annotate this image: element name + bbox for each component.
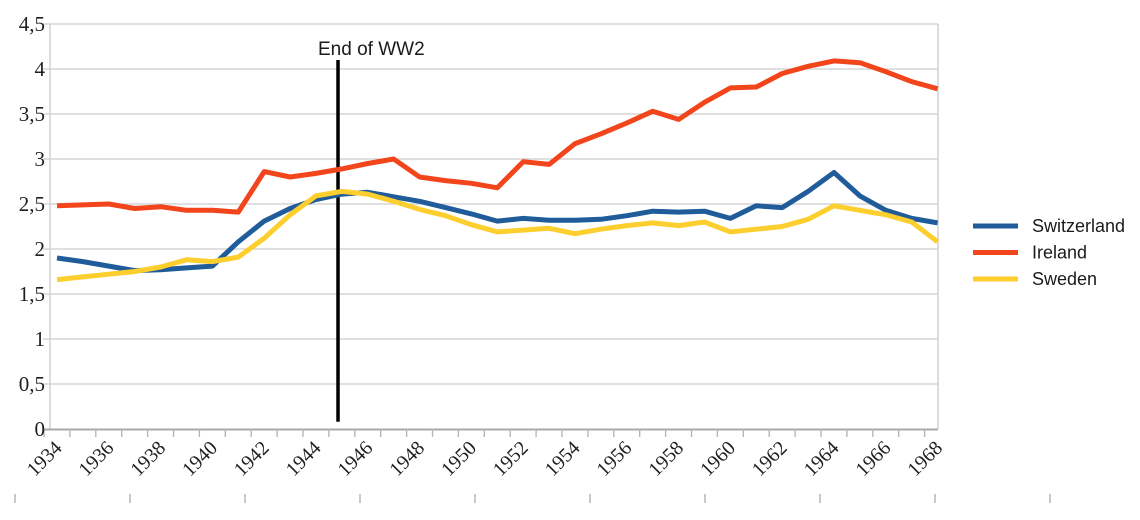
x-tick-label: 1940 bbox=[178, 437, 222, 481]
legend-label-sweden: Sweden bbox=[1032, 269, 1097, 289]
end-of-ww2-label: End of WW2 bbox=[318, 39, 425, 60]
x-tick-label: 1942 bbox=[230, 437, 274, 481]
x-tick-label: 1934 bbox=[23, 437, 67, 481]
x-tick-label: 1968 bbox=[903, 437, 947, 481]
x-tick-label: 1956 bbox=[592, 437, 636, 481]
series-line-switzerland bbox=[56, 170, 939, 274]
legend-label-switzerland: Switzerland bbox=[1032, 216, 1125, 236]
x-tick-label: 1962 bbox=[748, 437, 792, 481]
series-line-sweden bbox=[56, 188, 940, 283]
x-tick-label: 1950 bbox=[437, 437, 481, 481]
x-tick-label: 1946 bbox=[333, 437, 377, 481]
y-tick-label: 2,5 bbox=[19, 192, 45, 216]
y-tick-label: 2 bbox=[35, 237, 46, 261]
y-tick-label: 0 bbox=[35, 417, 46, 441]
series-line-ireland bbox=[56, 58, 939, 215]
y-tick-label: 4 bbox=[35, 57, 46, 81]
y-tick-label: 3 bbox=[35, 147, 46, 171]
x-tick-label: 1948 bbox=[385, 437, 429, 481]
y-tick-label: 0,5 bbox=[19, 372, 45, 396]
x-tick-label: 1954 bbox=[541, 437, 585, 481]
x-tick-label: 1944 bbox=[282, 437, 326, 481]
legend-label-ireland: Ireland bbox=[1032, 243, 1087, 263]
x-tick-label: 1964 bbox=[800, 437, 844, 481]
x-tick-label: 1958 bbox=[644, 437, 688, 481]
y-tick-label: 4,5 bbox=[19, 12, 45, 36]
y-tick-label: 3,5 bbox=[19, 102, 45, 126]
y-tick-label: 1 bbox=[35, 327, 46, 351]
x-tick-label: 1960 bbox=[696, 437, 740, 481]
x-tick-label: 1966 bbox=[851, 437, 895, 481]
x-tick-label: 1952 bbox=[489, 437, 533, 481]
x-tick-label: 1938 bbox=[126, 437, 170, 481]
y-tick-label: 1,5 bbox=[19, 282, 45, 306]
x-tick-label: 1936 bbox=[74, 437, 118, 481]
